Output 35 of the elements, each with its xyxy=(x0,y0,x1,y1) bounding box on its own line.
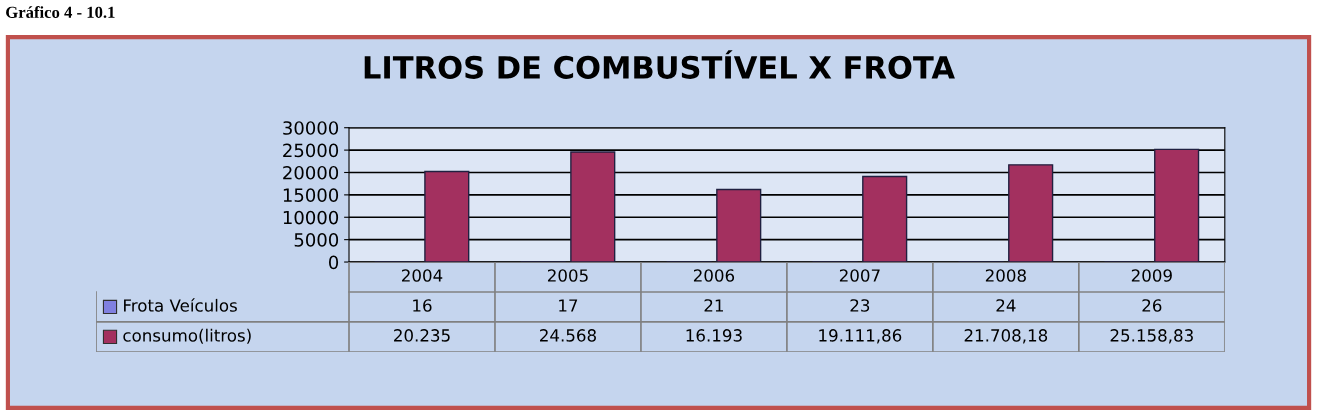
data-label: 21.708,18 xyxy=(964,329,1048,344)
data-label: 25.158,83 xyxy=(1110,329,1193,344)
bar xyxy=(1008,164,1054,263)
bar xyxy=(424,170,470,263)
x-tick-label: 2004 xyxy=(402,269,443,282)
y-tick-label: 25000 xyxy=(283,143,339,158)
x-tick-label: 2006 xyxy=(693,269,735,282)
bar xyxy=(862,175,908,263)
data-label: 16.193 xyxy=(686,329,742,342)
bar xyxy=(1154,148,1200,263)
data-label: 16 xyxy=(413,299,432,312)
data-label: 19.111,86 xyxy=(819,329,902,344)
data-label: 20.235 xyxy=(394,329,450,342)
x-tick-label: 2007 xyxy=(839,269,880,282)
y-tick-label: 30000 xyxy=(283,121,339,135)
data-label: 24 xyxy=(996,299,1016,312)
x-tick-label: 2008 xyxy=(985,269,1026,282)
legend-label: consumo(litros) xyxy=(123,328,251,344)
chart-title: LITROS DE COMBUSTÍVEL X FROTA xyxy=(364,50,955,79)
text: Gráfico 4 - 10.1 xyxy=(6,6,115,18)
y-tick-label: 10000 xyxy=(283,210,339,225)
data-label: 21 xyxy=(704,299,723,312)
y-tick-label: 5000 xyxy=(294,233,339,247)
y-tick-label: 0 xyxy=(328,255,339,270)
y-tick-label: 20000 xyxy=(283,165,339,180)
data-label: 17 xyxy=(559,299,578,312)
x-tick-label: 2009 xyxy=(1131,269,1172,282)
data-label: 23 xyxy=(850,299,870,312)
data-label: 24.568 xyxy=(540,329,596,342)
x-tick-label: 2005 xyxy=(547,269,588,282)
bar xyxy=(716,188,762,263)
data-label: 26 xyxy=(1142,299,1162,312)
bar xyxy=(570,151,616,263)
legend-label: Frota Veículos xyxy=(124,298,237,312)
y-tick-label: 15000 xyxy=(283,188,339,202)
